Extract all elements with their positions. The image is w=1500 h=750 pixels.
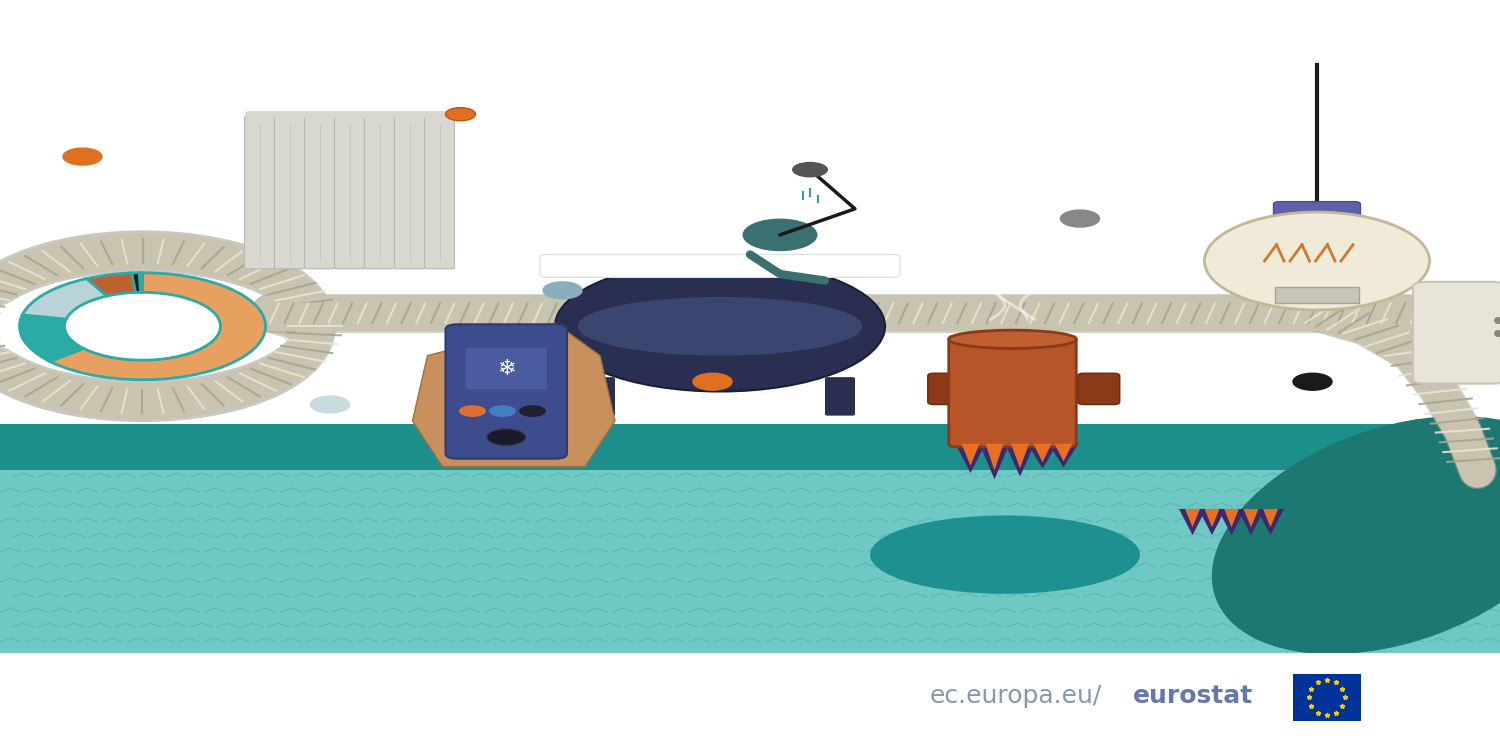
Text: Other: Other [1312, 326, 1380, 346]
Polygon shape [980, 444, 1010, 479]
Text: 0.4%: 0.4% [360, 388, 460, 422]
Polygon shape [1185, 509, 1200, 527]
Polygon shape [413, 323, 615, 466]
Polygon shape [986, 444, 1004, 470]
Circle shape [742, 218, 818, 251]
FancyBboxPatch shape [274, 116, 304, 268]
Polygon shape [1054, 444, 1072, 461]
Circle shape [1060, 210, 1100, 227]
Wedge shape [20, 315, 84, 362]
FancyBboxPatch shape [585, 377, 615, 416]
FancyBboxPatch shape [927, 374, 970, 404]
Text: Lighting
and
appliances: Lighting and appliances [1080, 104, 1206, 171]
Text: ❄: ❄ [496, 358, 516, 379]
Ellipse shape [1212, 416, 1500, 654]
Circle shape [1293, 374, 1332, 390]
FancyBboxPatch shape [0, 424, 1500, 652]
FancyBboxPatch shape [465, 347, 548, 390]
Wedge shape [22, 278, 106, 319]
Polygon shape [1257, 509, 1284, 535]
Polygon shape [1198, 509, 1225, 535]
Text: Water heating: Water heating [562, 242, 730, 262]
Ellipse shape [870, 515, 1140, 594]
Text: Energy consumption in EU households: Energy consumption in EU households [38, 20, 999, 62]
Text: 1.0%: 1.0% [1342, 364, 1443, 399]
Ellipse shape [950, 330, 1077, 349]
FancyBboxPatch shape [1275, 287, 1359, 304]
FancyBboxPatch shape [0, 470, 1500, 652]
Text: 6.1%: 6.1% [742, 364, 843, 399]
FancyBboxPatch shape [394, 116, 424, 268]
Wedge shape [50, 273, 266, 380]
FancyBboxPatch shape [825, 377, 855, 416]
Polygon shape [1179, 509, 1206, 535]
Circle shape [459, 405, 486, 417]
Circle shape [310, 396, 350, 413]
Polygon shape [1034, 444, 1052, 462]
FancyBboxPatch shape [1413, 282, 1500, 384]
Ellipse shape [555, 261, 885, 392]
Polygon shape [1224, 509, 1239, 527]
Circle shape [1204, 212, 1429, 310]
Text: Space
cooling: Space cooling [330, 339, 416, 382]
Polygon shape [1048, 444, 1078, 467]
Circle shape [486, 429, 525, 445]
Circle shape [446, 108, 476, 121]
Polygon shape [962, 444, 980, 466]
Polygon shape [1218, 509, 1245, 535]
FancyBboxPatch shape [1293, 674, 1360, 721]
Circle shape [519, 405, 546, 417]
Text: (2018): (2018) [962, 20, 1094, 53]
Circle shape [63, 148, 102, 165]
Polygon shape [1011, 444, 1029, 468]
FancyBboxPatch shape [446, 324, 567, 459]
FancyBboxPatch shape [364, 116, 394, 268]
FancyBboxPatch shape [334, 116, 364, 268]
Wedge shape [87, 273, 135, 296]
FancyBboxPatch shape [304, 116, 334, 268]
Wedge shape [140, 273, 142, 292]
Text: Space heating: Space heating [82, 111, 251, 131]
Polygon shape [1204, 509, 1219, 527]
FancyBboxPatch shape [1274, 202, 1360, 228]
Circle shape [489, 405, 516, 417]
FancyBboxPatch shape [244, 116, 274, 268]
Ellipse shape [578, 297, 862, 356]
Text: 63.6%: 63.6% [112, 140, 237, 173]
FancyBboxPatch shape [950, 336, 1077, 447]
FancyBboxPatch shape [1077, 374, 1119, 404]
Circle shape [543, 282, 582, 298]
Polygon shape [956, 444, 986, 473]
Polygon shape [1244, 509, 1258, 527]
Polygon shape [1238, 509, 1264, 535]
Text: 14.8%: 14.8% [592, 273, 717, 308]
Text: ec.europa.eu/: ec.europa.eu/ [930, 684, 1102, 708]
Circle shape [792, 162, 828, 178]
Polygon shape [1005, 444, 1035, 476]
Polygon shape [1263, 509, 1278, 527]
Text: Cooking: Cooking [712, 329, 807, 350]
Polygon shape [1028, 444, 1057, 469]
Text: 14.1%: 14.1% [1110, 202, 1234, 236]
FancyBboxPatch shape [424, 116, 454, 268]
Circle shape [693, 374, 732, 390]
Text: eurostat: eurostat [1132, 684, 1252, 708]
Wedge shape [132, 273, 141, 292]
FancyBboxPatch shape [540, 254, 900, 278]
